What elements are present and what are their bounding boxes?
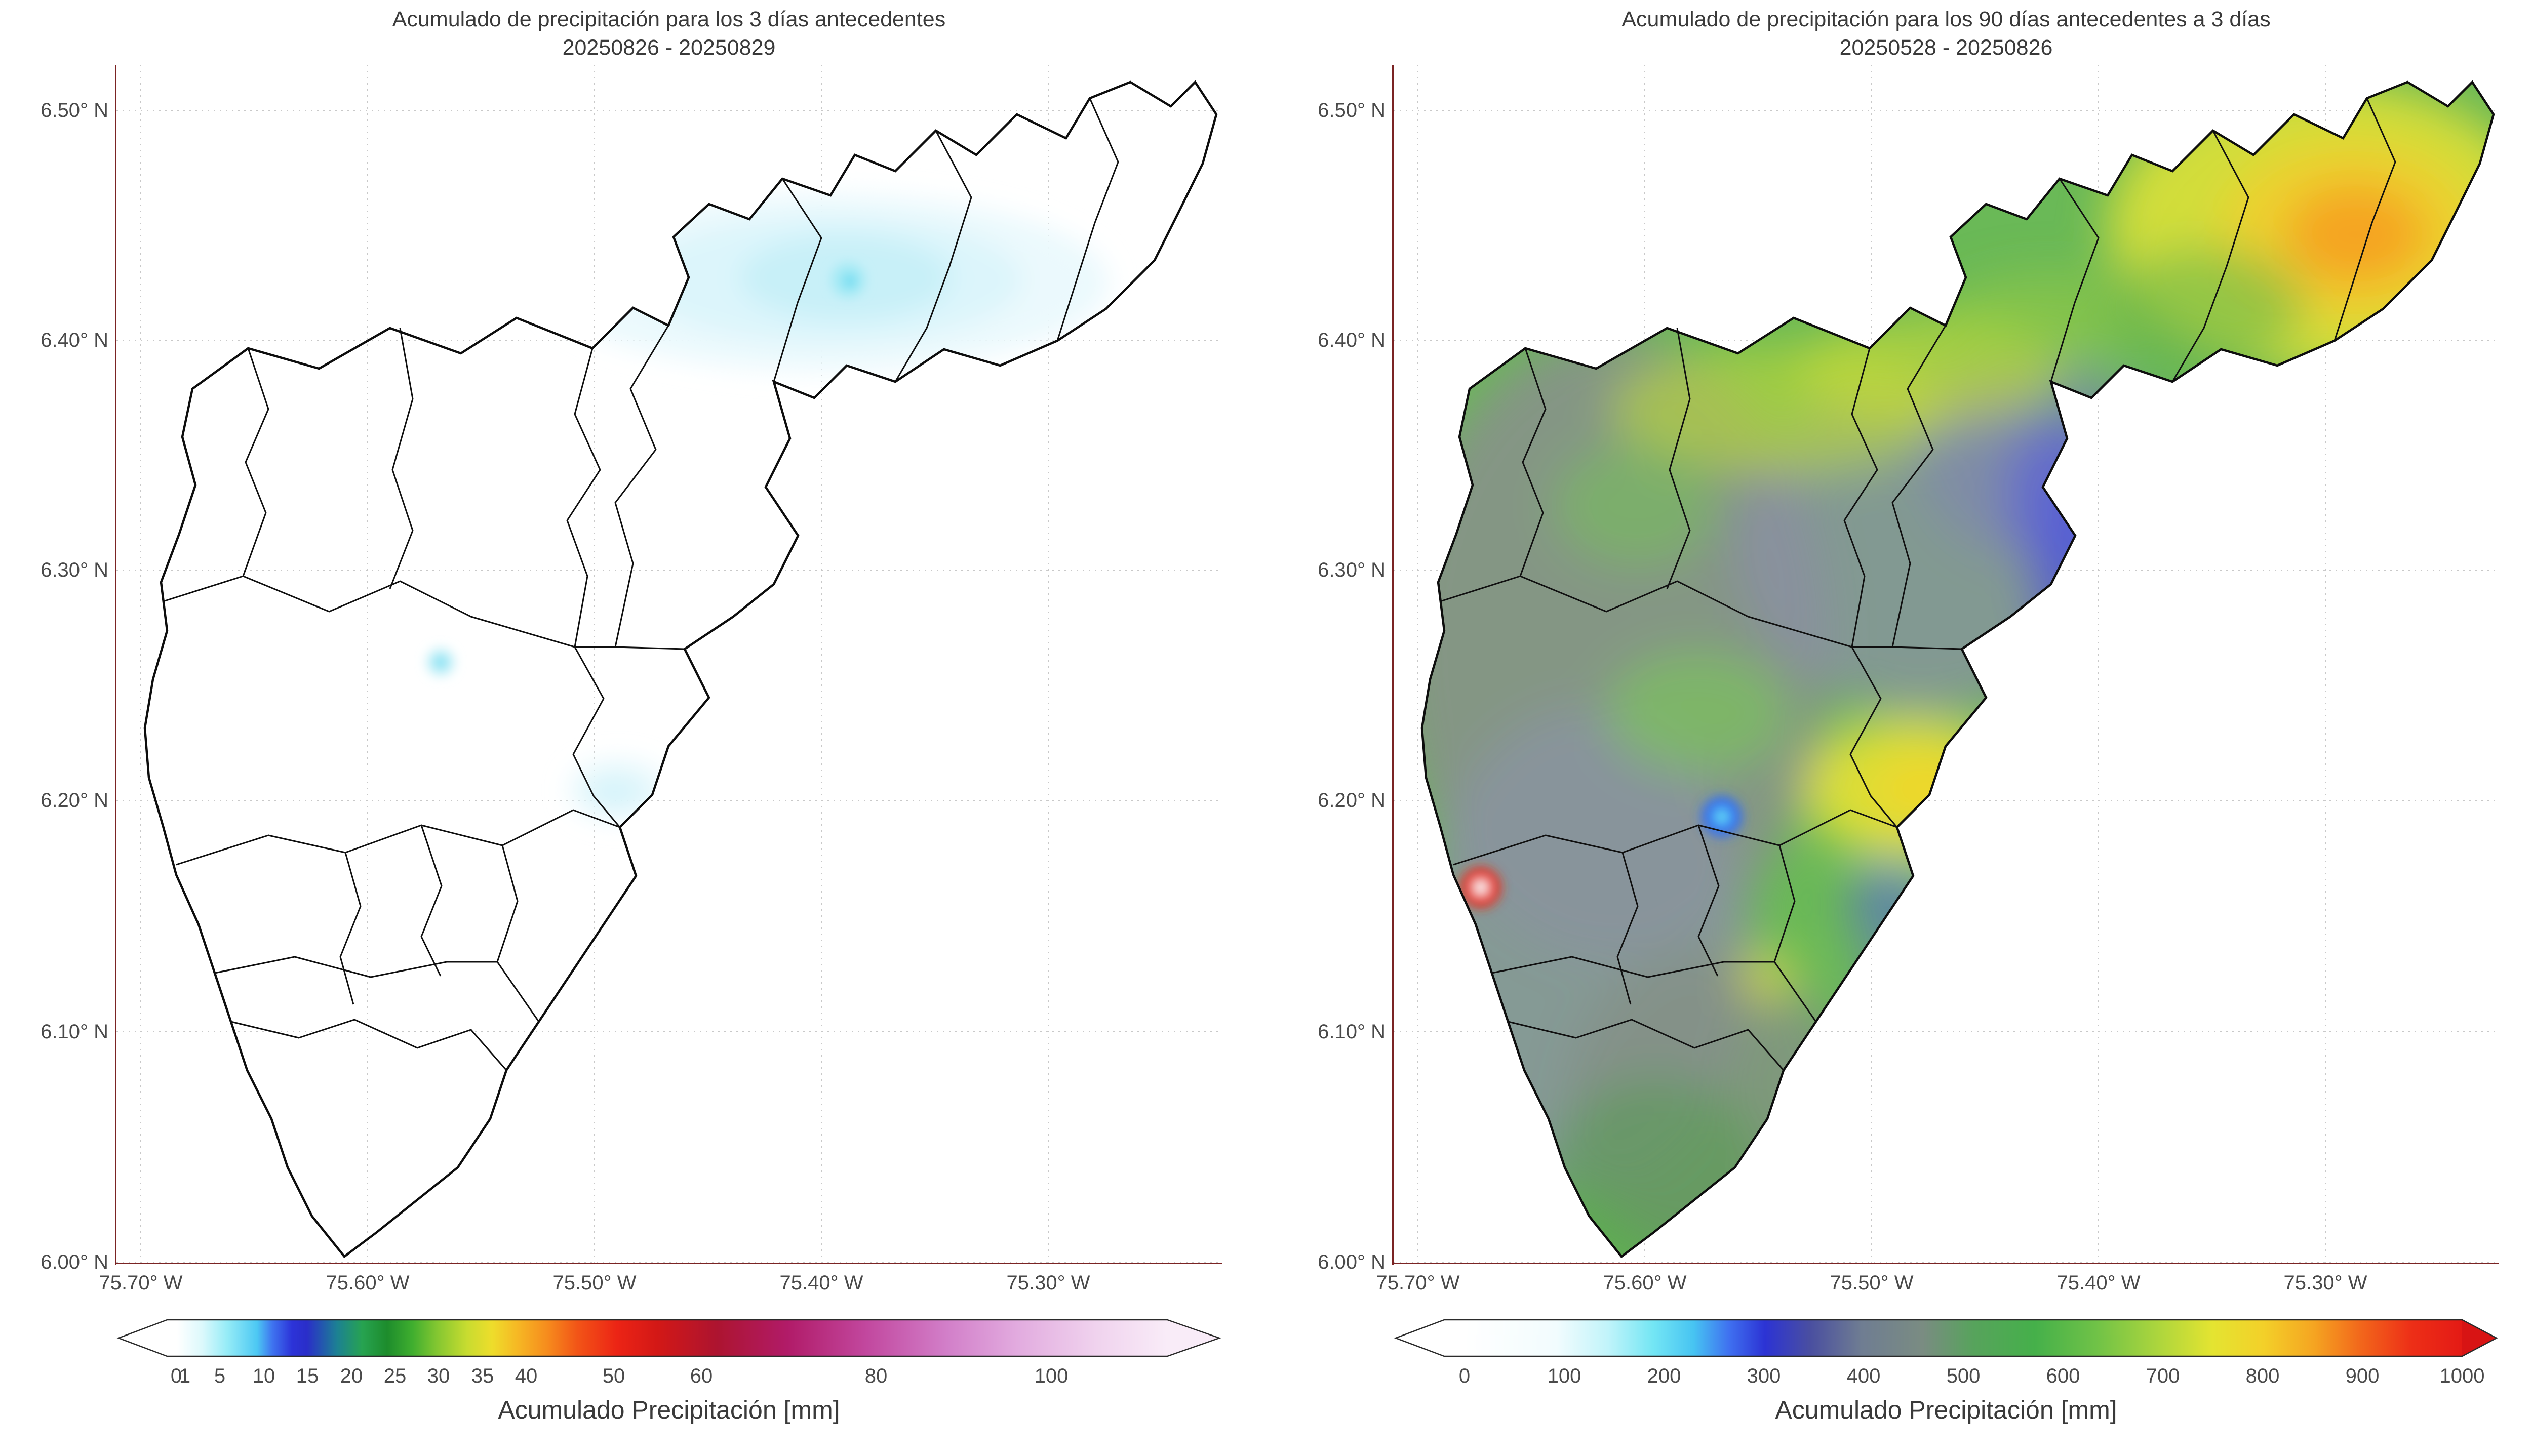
colorbar-gradient bbox=[1394, 1319, 2498, 1357]
y-axis-tick-label: 6.30° N bbox=[41, 559, 108, 581]
x-axis-tick-label: 75.60° W bbox=[1603, 1272, 1687, 1294]
colorbar-tick-label: 5 bbox=[214, 1365, 226, 1387]
axis-spine-left bbox=[1392, 65, 1394, 1265]
panel-title-block: Acumulado de precipitación para los 3 dí… bbox=[116, 5, 1221, 62]
colorbar-tick-label: 20 bbox=[340, 1365, 363, 1387]
axis-spine-bottom bbox=[115, 1263, 1222, 1264]
colorbar-tick-label: 600 bbox=[2046, 1365, 2080, 1387]
colorbar-tick-label: 200 bbox=[1647, 1365, 1681, 1387]
panel-3day: Acumulado de precipitación para los 3 dí… bbox=[41, 5, 1222, 1453]
colorbar-tick-label: 80 bbox=[864, 1365, 888, 1387]
colorbar-under-arrow bbox=[1396, 1320, 1444, 1356]
x-axis-tick-label: 75.50° W bbox=[1830, 1272, 1914, 1294]
region-map-3day bbox=[116, 65, 1221, 1264]
colorbar-gradient bbox=[116, 1319, 1221, 1357]
y-axis-tick-label: 6.30° N bbox=[1318, 559, 1386, 581]
y-axis-tick-label: 6.10° N bbox=[41, 1021, 108, 1043]
colorbar-over-arrow bbox=[2462, 1320, 2497, 1356]
colorbar-tick-label: 0 bbox=[1458, 1365, 1471, 1387]
colorbar-tick-label: 35 bbox=[471, 1365, 494, 1387]
colorbar-3day: 0 1 5 10 15 20 25 30 35 40 50 60 80 100 … bbox=[116, 1315, 1221, 1453]
colorbar-tick-label: 0 bbox=[170, 1365, 182, 1387]
colorbar-tick-label: 1 bbox=[179, 1365, 191, 1387]
colorbar-tick-label: 100 bbox=[1547, 1365, 1581, 1387]
colorbar-tick-label: 60 bbox=[690, 1365, 713, 1387]
x-axis-tick-label: 75.60° W bbox=[326, 1272, 410, 1294]
x-axis-tick-label: 75.70° W bbox=[99, 1272, 183, 1294]
colorbar-over-arrow bbox=[1167, 1320, 1219, 1356]
colorbar-tick-label: 800 bbox=[2245, 1365, 2280, 1387]
x-axis-tick-label: 75.50° W bbox=[552, 1272, 637, 1294]
x-axis-tick-label: 75.30° W bbox=[1006, 1272, 1090, 1294]
colorbar-under-arrow bbox=[118, 1320, 167, 1356]
panel-subtitle: 20250528 - 20250826 bbox=[1839, 35, 2053, 60]
region-map-90day bbox=[1394, 65, 2499, 1264]
y-axis-tick-label: 6.00° N bbox=[1318, 1251, 1386, 1273]
colorbar-tick-label: 50 bbox=[602, 1365, 625, 1387]
panel-title: Acumulado de precipitación para los 3 dí… bbox=[392, 7, 946, 31]
colorbar-tick-label: 30 bbox=[427, 1365, 450, 1387]
x-axis-tick-label: 75.40° W bbox=[779, 1272, 863, 1294]
panel-title: Acumulado de precipitación para los 90 d… bbox=[1621, 7, 2271, 31]
y-axis-tick-label: 6.20° N bbox=[1318, 789, 1386, 812]
panel-90day: Acumulado de precipitación para los 90 d… bbox=[1277, 0, 2532, 1456]
colorbar-tick-label: 25 bbox=[383, 1365, 407, 1387]
colorbar-tick-label: 40 bbox=[515, 1365, 538, 1387]
panel-title-block: Acumulado de precipitación para los 90 d… bbox=[1394, 5, 2499, 62]
colorbar-tick-label: 300 bbox=[1747, 1365, 1781, 1387]
colorbar-tick-label: 100 bbox=[1034, 1365, 1069, 1387]
y-axis-tick-label: 6.50° N bbox=[1318, 99, 1386, 122]
colorbar-90day: 0 100 200 300 400 500 600 700 800 900 10… bbox=[1394, 1315, 2499, 1453]
x-axis-tick-label: 75.40° W bbox=[2056, 1272, 2141, 1294]
panel-subtitle: 20250826 - 20250829 bbox=[562, 35, 776, 60]
precipitation-field-3day bbox=[426, 194, 1109, 819]
axis-spine-bottom bbox=[1392, 1263, 2499, 1264]
colorbar-label: Acumulado Precipitación [mm] bbox=[498, 1396, 840, 1424]
colorbar-tick-label: 15 bbox=[296, 1365, 319, 1387]
colorbar-tick-label: 10 bbox=[252, 1365, 275, 1387]
axis-spine-left bbox=[115, 65, 116, 1265]
colorbar-tick-label: 1000 bbox=[2439, 1365, 2485, 1387]
y-axis-tick-label: 6.50° N bbox=[41, 99, 108, 122]
x-axis-tick-label: 75.30° W bbox=[2283, 1272, 2367, 1294]
y-axis-tick-label: 6.10° N bbox=[1318, 1021, 1386, 1043]
map-plot-3day bbox=[116, 65, 1221, 1264]
y-axis-tick-label: 6.20° N bbox=[41, 789, 108, 812]
colorbar-tick-label: 400 bbox=[1846, 1365, 1881, 1387]
colorbar-tick-label: 700 bbox=[2146, 1365, 2180, 1387]
map-plot-90day bbox=[1394, 65, 2499, 1264]
colorbar-tick-label: 500 bbox=[1946, 1365, 1981, 1387]
y-axis-tick-label: 6.40° N bbox=[41, 329, 108, 351]
y-axis-tick-label: 6.40° N bbox=[1318, 329, 1386, 351]
colorbar-tick-label: 900 bbox=[2345, 1365, 2380, 1387]
y-axis-tick-label: 6.00° N bbox=[41, 1251, 108, 1273]
colorbar-label: Acumulado Precipitación [mm] bbox=[1775, 1396, 2117, 1424]
x-axis-tick-label: 75.70° W bbox=[1376, 1272, 1460, 1294]
precipitation-field-90day bbox=[1422, 82, 2494, 1257]
